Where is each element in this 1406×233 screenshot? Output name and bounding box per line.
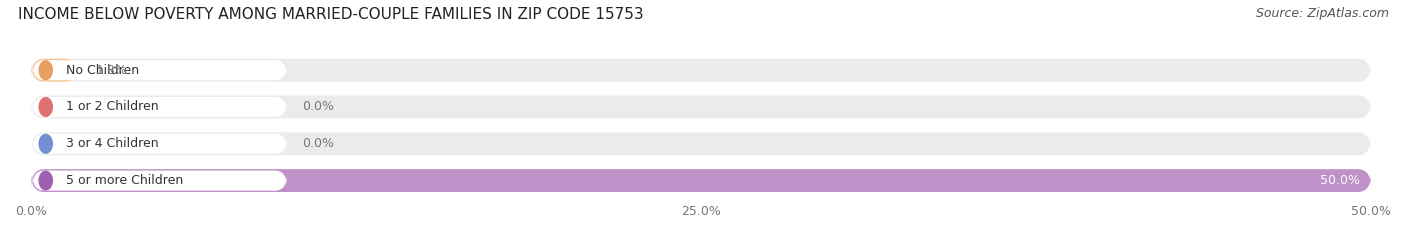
Text: INCOME BELOW POVERTY AMONG MARRIED-COUPLE FAMILIES IN ZIP CODE 15753: INCOME BELOW POVERTY AMONG MARRIED-COUPL… [18, 7, 644, 22]
Text: Source: ZipAtlas.com: Source: ZipAtlas.com [1256, 7, 1389, 20]
FancyBboxPatch shape [32, 134, 287, 154]
FancyBboxPatch shape [31, 59, 79, 82]
FancyBboxPatch shape [32, 97, 287, 117]
FancyBboxPatch shape [31, 169, 1371, 192]
FancyBboxPatch shape [32, 60, 287, 80]
Text: 50.0%: 50.0% [1320, 174, 1360, 187]
Circle shape [38, 97, 53, 117]
FancyBboxPatch shape [31, 96, 1371, 118]
Text: No Children: No Children [66, 64, 139, 77]
Text: 0.0%: 0.0% [302, 137, 333, 150]
Circle shape [38, 171, 53, 191]
Text: 0.0%: 0.0% [302, 100, 333, 113]
Text: 1.8%: 1.8% [96, 64, 127, 77]
FancyBboxPatch shape [31, 59, 1371, 82]
Circle shape [38, 134, 53, 154]
Text: 5 or more Children: 5 or more Children [66, 174, 183, 187]
FancyBboxPatch shape [31, 169, 1371, 192]
FancyBboxPatch shape [32, 171, 287, 191]
Text: 1 or 2 Children: 1 or 2 Children [66, 100, 159, 113]
FancyBboxPatch shape [31, 132, 1371, 155]
Circle shape [38, 60, 53, 80]
Text: 3 or 4 Children: 3 or 4 Children [66, 137, 159, 150]
